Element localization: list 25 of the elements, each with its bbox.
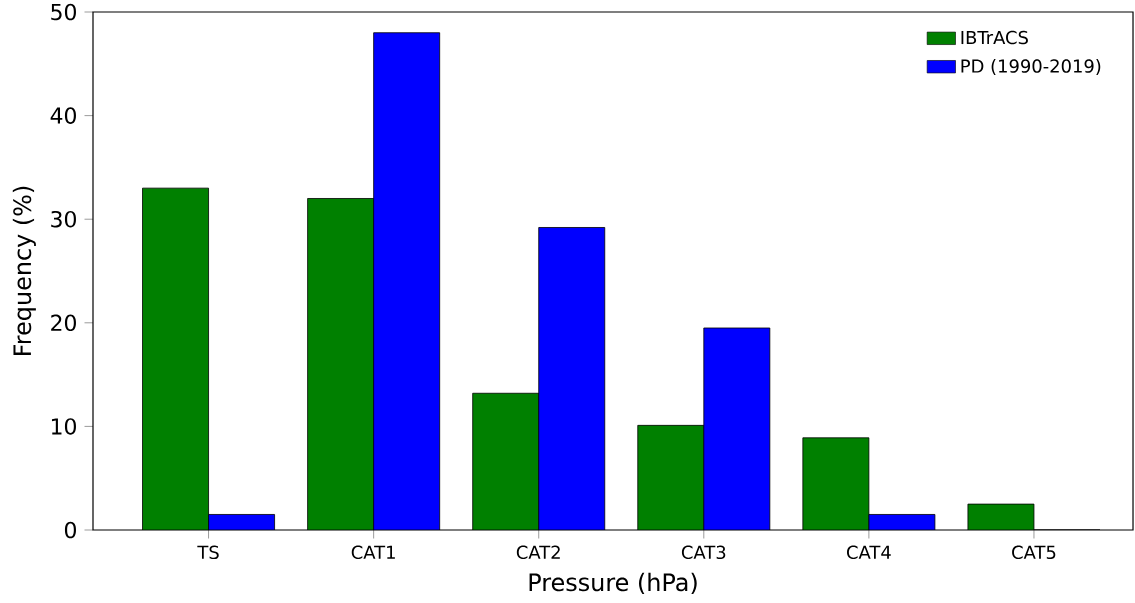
bar bbox=[703, 327, 770, 530]
y-tick-label: 40 bbox=[50, 107, 76, 124]
bar bbox=[538, 227, 605, 530]
bar bbox=[142, 188, 209, 530]
y-axis-title: Frequency (%) bbox=[12, 186, 36, 355]
legend-label: PD (1990-2019) bbox=[961, 58, 1101, 75]
x-tick-label: CAT4 bbox=[847, 545, 891, 560]
x-tick-label: CAT3 bbox=[681, 545, 726, 560]
y-tick-label: 10 bbox=[51, 418, 76, 435]
bar bbox=[373, 32, 440, 530]
x-tick-label: CAT5 bbox=[1012, 545, 1056, 560]
y-tick-label: 50 bbox=[51, 3, 76, 21]
x-tick-label: TS bbox=[197, 545, 219, 560]
bar bbox=[802, 437, 869, 530]
legend-label: IBTrACS bbox=[961, 30, 1028, 45]
bar bbox=[967, 503, 1035, 530]
bar bbox=[637, 425, 704, 530]
bar bbox=[472, 393, 539, 530]
y-tick-label: 0 bbox=[64, 521, 76, 539]
bar bbox=[307, 198, 374, 530]
x-axis-title: Pressure (hPa) bbox=[529, 572, 697, 595]
y-tick-label: 20 bbox=[51, 314, 76, 332]
x-tick-label: CAT2 bbox=[516, 545, 560, 560]
x-tick-label: CAT1 bbox=[351, 545, 395, 560]
y-tick-label: 30 bbox=[51, 210, 76, 228]
